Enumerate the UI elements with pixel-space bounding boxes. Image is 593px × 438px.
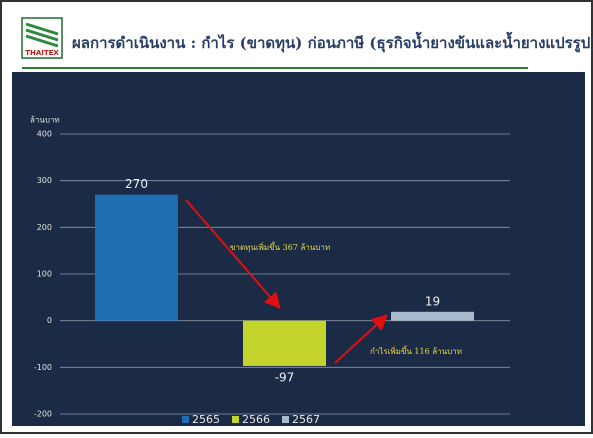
legend-label: 2567 <box>292 413 320 426</box>
y-tick-label: -200 <box>34 410 52 419</box>
legend-label: 2565 <box>192 413 220 426</box>
y-tick-label: 200 <box>37 223 52 232</box>
logo-stripes <box>25 22 59 48</box>
annotation: กำไรเพิ่มขึ้น 116 ล้านบาท <box>370 345 462 356</box>
annotation: ขาดทุนเพิ่มขึ้น 367 ล้านบาท <box>230 241 330 252</box>
y-tick-label: 0 <box>47 316 52 325</box>
arrow <box>185 199 281 310</box>
legend-swatch <box>232 416 239 423</box>
y-tick-label: 400 <box>37 130 52 139</box>
data-label: 270 <box>125 177 148 191</box>
legend-label: 2566 <box>242 413 270 426</box>
data-label: -97 <box>275 370 295 384</box>
bar <box>95 194 178 321</box>
y-tick-label: 300 <box>37 176 52 185</box>
y-axis-label: ล้านบาท <box>30 116 60 125</box>
bar <box>243 320 326 366</box>
arrow <box>334 314 388 364</box>
y-tick-label: 100 <box>37 270 52 279</box>
data-label: 19 <box>425 294 440 308</box>
bar <box>391 311 474 321</box>
y-tick-label: -100 <box>34 363 52 372</box>
logo-text: THAITEX <box>25 49 59 57</box>
chart-title: ผลการดำเนินงาน : กำไร (ขาดทุน) ก่อนภาษี … <box>72 31 593 53</box>
legend-swatch <box>182 416 189 423</box>
legend-swatch <box>282 416 289 423</box>
